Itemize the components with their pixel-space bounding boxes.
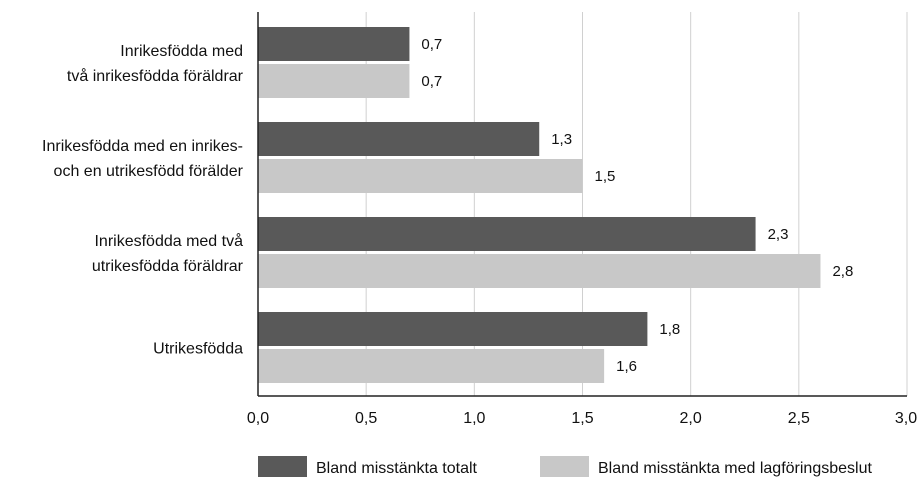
bar-totalt-2 [258,217,756,251]
data-label-0-2: 2,3 [768,226,789,243]
bar-totalt-3 [258,312,648,346]
legend-label-1: Bland misstänkta med lagföringsbeslut [598,460,872,477]
data-label-0-3: 1,8 [659,321,680,338]
legend-swatch-0 [258,456,307,477]
labels: 0,7 1,3 2,3 1,8 0,7 1,5 2,8 1,6 Inrikesfödda med… [42,36,917,427]
bar-lagforing-2 [258,254,821,288]
bar-totalt-0 [258,27,410,61]
x-tick-label-2: 1,0 [463,410,485,427]
bar-lagforing-3 [258,349,605,383]
bar-totalt-1 [258,122,540,156]
x-tick-label-4: 2,0 [680,410,702,427]
category-label-3-0: Utrikesfödda [153,341,243,358]
category-label-1-1: och en utrikesfödd förälder [54,163,244,180]
data-label-0-1: 1,3 [551,131,572,148]
bar-lagforing-1 [258,159,583,193]
category-label-2-1: utrikesfödda föräldrar [92,258,244,275]
axes [257,12,907,397]
data-label-1-0: 0,7 [421,73,442,90]
legend: Bland misstänkta totalt Bland misstänkta … [258,456,872,477]
data-label-1-1: 1,5 [595,168,616,185]
category-label-1-0: Inrikesfödda med en inrikes- [42,138,243,155]
category-label-2-0: Inrikesfödda med två [94,232,243,250]
data-label-1-3: 1,6 [616,358,637,375]
legend-label-0: Bland misstänkta totalt [316,460,478,477]
category-label-0-0: Inrikesfödda med [120,43,243,60]
bars [258,27,821,383]
x-tick-label-1: 0,5 [355,410,377,427]
x-tick-label-5: 2,5 [788,410,810,427]
data-label-1-2: 2,8 [832,263,853,280]
x-tick-label-6: 3,0 [895,410,917,427]
data-label-0-0: 0,7 [421,36,442,53]
legend-swatch-1 [540,456,589,477]
x-tick-label-0: 0,0 [247,410,269,427]
bar-lagforing-0 [258,64,410,98]
x-tick-label-3: 1,5 [571,410,593,427]
category-label-0-1: två inrikesfödda föräldrar [67,67,244,85]
